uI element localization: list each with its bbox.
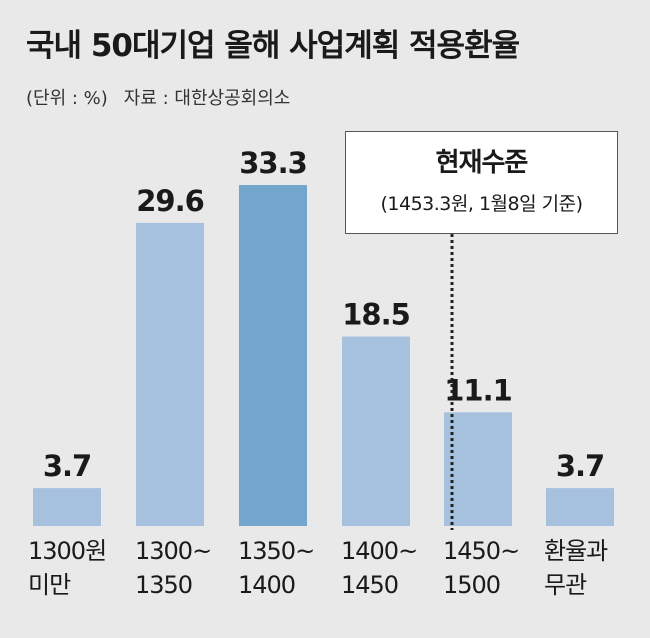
category-label: 1450~ 1500: [443, 537, 520, 599]
bar: [342, 336, 410, 526]
callout-subtitle: (1453.3원, 1월8일 기준): [380, 193, 583, 215]
bar-value-label: 33.3: [239, 146, 307, 180]
chart-subtitle: (단위 : %) 자료 : 대한상공회의소: [26, 84, 290, 110]
source-label: 자료 : 대한상공회의소: [123, 88, 291, 109]
bar: [33, 488, 101, 526]
callout-title: 현재수준: [435, 148, 529, 178]
bar: [444, 412, 512, 526]
category-label: 1400~ 1450: [341, 537, 418, 599]
bar-value-label: 11.1: [444, 373, 512, 407]
category-label: 1300원 미만: [28, 537, 107, 599]
unit-label: (단위 : %): [26, 88, 108, 109]
category-label: 환율과 무관: [544, 537, 608, 599]
bar: [546, 488, 614, 526]
bar: [239, 185, 307, 526]
chart-title: 국내 50대기업 올해 사업계획 적용환율: [26, 28, 520, 64]
current-level-callout: 현재수준 (1453.3원, 1월8일 기준): [345, 131, 618, 234]
category-label: 1300~ 1350: [135, 537, 212, 599]
bar-value-label: 29.6: [136, 184, 204, 218]
bar-value-label: 18.5: [342, 298, 410, 332]
bar-value-label: 3.7: [43, 449, 91, 483]
bar-value-label: 3.7: [556, 449, 604, 483]
bar: [136, 222, 204, 526]
category-label: 1350~ 1400: [238, 537, 315, 599]
